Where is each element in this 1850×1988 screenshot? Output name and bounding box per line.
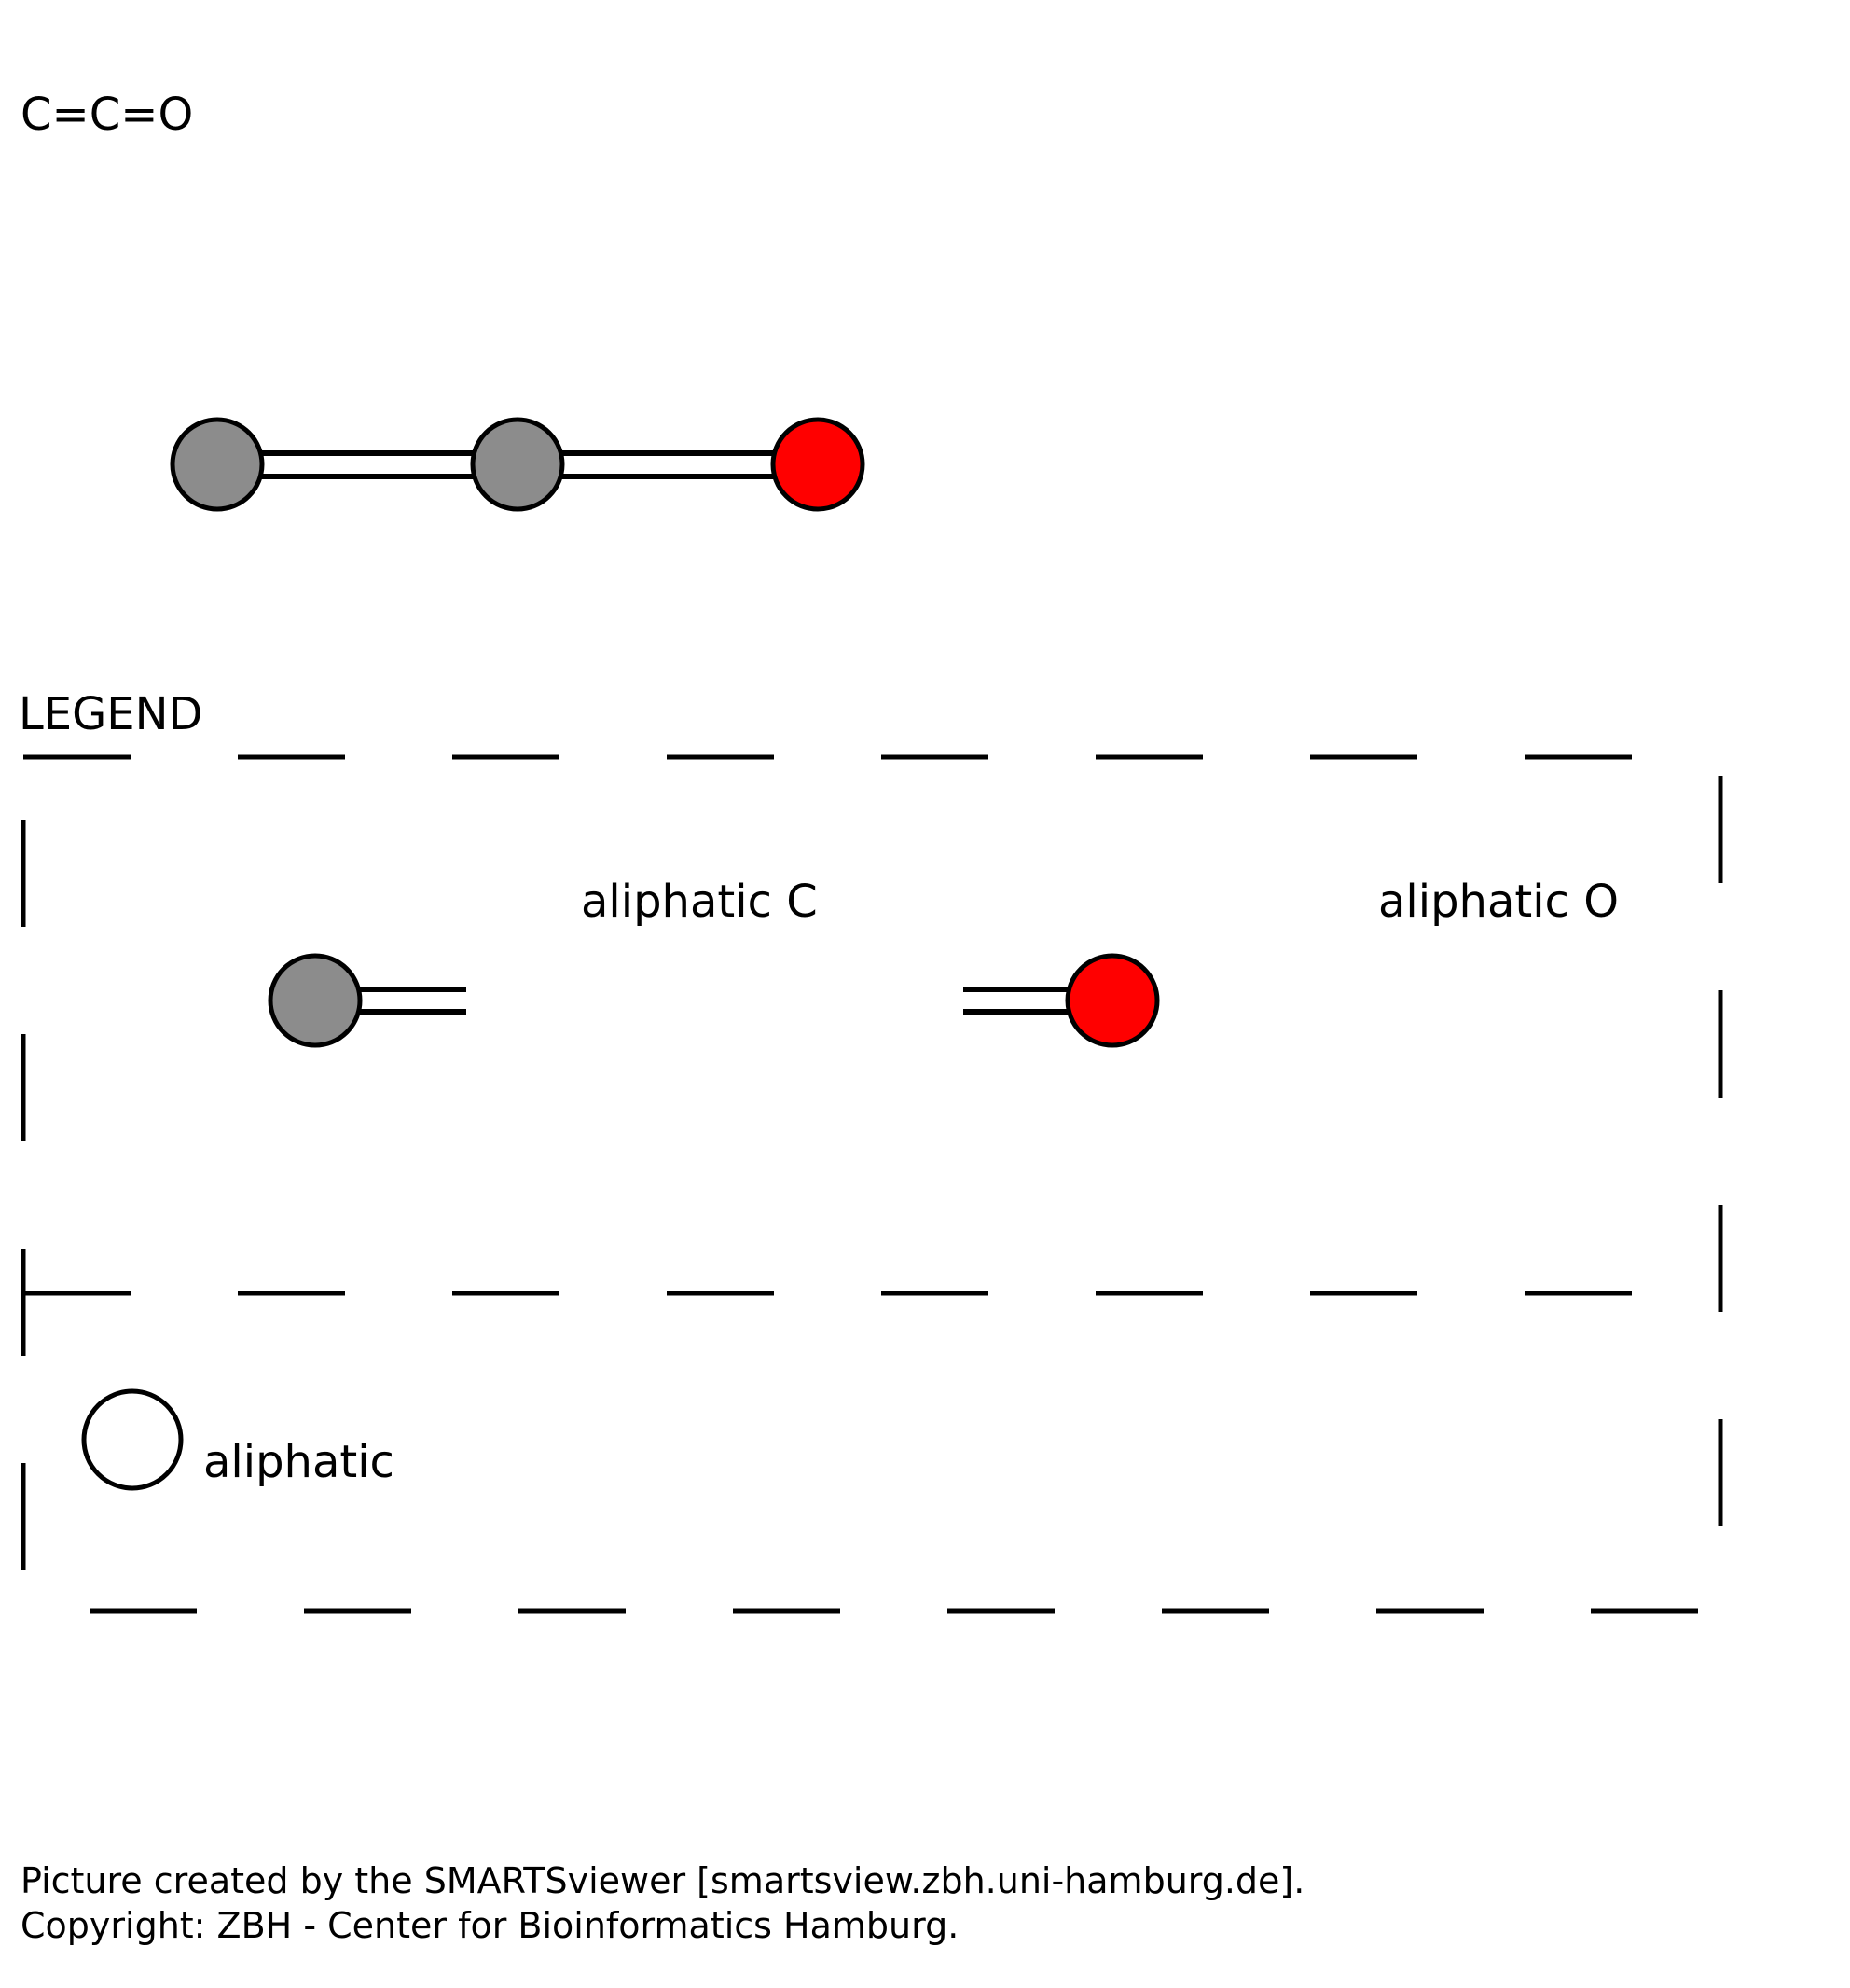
- footer-credit: Picture created by the SMARTSviewer [sma…: [21, 1860, 1305, 1901]
- molecule: [170, 417, 865, 512]
- footer-copyright: Copyright: ZBH - Center for Bioinformati…: [21, 1905, 959, 1946]
- atom-carbon-2: [470, 417, 565, 512]
- legend-carbon-atom: [268, 953, 363, 1048]
- legend-ring-key: aliphatic: [81, 1388, 394, 1491]
- aliphatic-ring-icon: [81, 1388, 184, 1491]
- legend-entry-aliphatic-c: aliphatic C: [268, 876, 818, 1048]
- legend-title: LEGEND: [19, 688, 202, 740]
- legend-label-aliphatic: aliphatic: [203, 1436, 394, 1488]
- bond-c1-c2: [217, 450, 518, 479]
- atom-oxygen: [770, 417, 865, 512]
- legend-label-aliphatic-c: aliphatic C: [581, 876, 818, 928]
- legend-oxygen-atom: [1065, 953, 1160, 1048]
- smiles-title: C=C=O: [21, 89, 193, 141]
- legend-label-aliphatic-o: aliphatic O: [1378, 876, 1619, 928]
- bond-c2-o: [518, 450, 818, 479]
- legend-box: [21, 754, 1723, 1614]
- legend-entry-aliphatic-o: aliphatic O: [963, 876, 1619, 1048]
- atom-carbon-1: [170, 417, 265, 512]
